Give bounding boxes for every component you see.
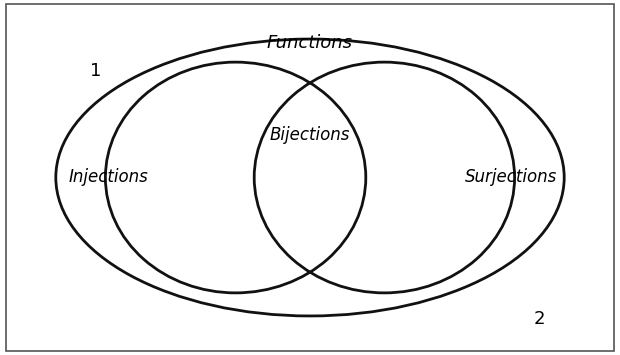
- Text: 2: 2: [534, 311, 545, 328]
- Text: Bijections: Bijections: [270, 126, 350, 144]
- Text: 1: 1: [91, 62, 102, 80]
- Text: Functions: Functions: [267, 34, 353, 51]
- Text: Injections: Injections: [69, 169, 148, 186]
- Text: Surjections: Surjections: [466, 169, 557, 186]
